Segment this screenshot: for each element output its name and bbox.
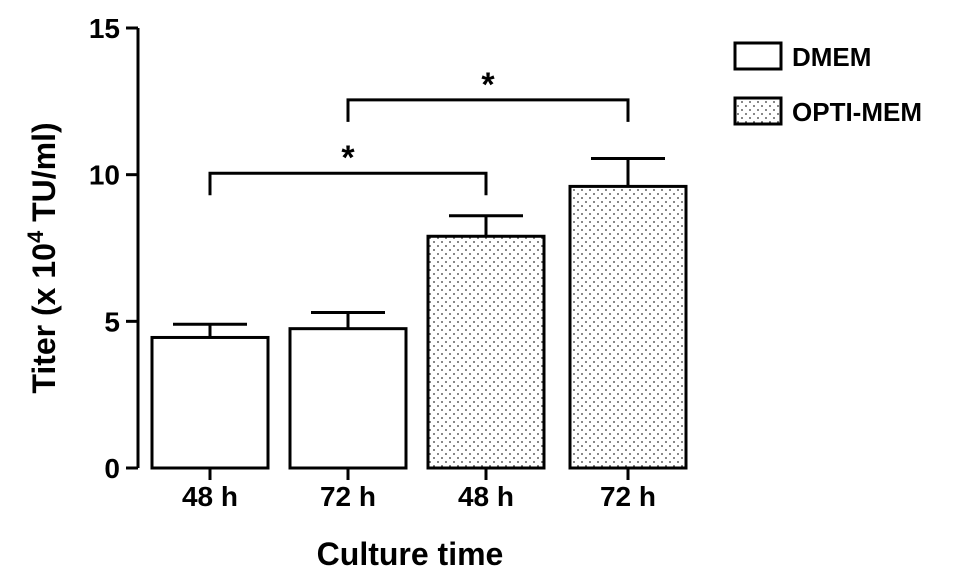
legend-label-dmem: DMEM <box>792 42 871 72</box>
significance-brackets: ** <box>208 66 630 196</box>
legend-label-opti-mem: OPTI-MEM <box>792 97 922 127</box>
y-tick-label: 15 <box>89 13 120 44</box>
significance-star: * <box>341 139 355 177</box>
x-tick-label: 72 h <box>320 481 376 512</box>
y-axis-title-suffix: TU/ml) <box>26 122 62 230</box>
y-ticks: 0 5 10 15 <box>89 13 138 484</box>
x-tick-label: 72 h <box>600 481 656 512</box>
y-axis-title: Titer (x 104 TU/ml) <box>23 122 62 393</box>
bar-dmem-48h <box>150 335 270 470</box>
x-ticks: 48 h 72 h 48 h 72 h <box>182 468 656 512</box>
x-tick-label: 48 h <box>458 481 514 512</box>
y-tick-label: 5 <box>104 306 120 337</box>
bars <box>150 157 688 470</box>
y-axis-title-sup: 4 <box>23 230 48 243</box>
legend-swatch-opti-mem <box>733 96 783 126</box>
x-tick-label: 48 h <box>182 481 238 512</box>
legend-swatch-dmem <box>733 41 783 71</box>
bar-dmem-72h <box>288 327 408 470</box>
significance-bracket <box>208 171 488 196</box>
significance-bracket <box>346 98 630 122</box>
legend: DMEM OPTI-MEM <box>733 41 922 127</box>
bar-opti-mem-48h <box>426 234 546 470</box>
bar-opti-mem-72h <box>568 184 688 470</box>
significance-star: * <box>481 66 495 104</box>
x-axis-title: Culture time <box>317 536 504 572</box>
y-axis-title-prefix: Titer (x 10 <box>26 243 62 394</box>
y-tick-label: 0 <box>104 453 120 484</box>
y-tick-label: 10 <box>89 160 120 191</box>
